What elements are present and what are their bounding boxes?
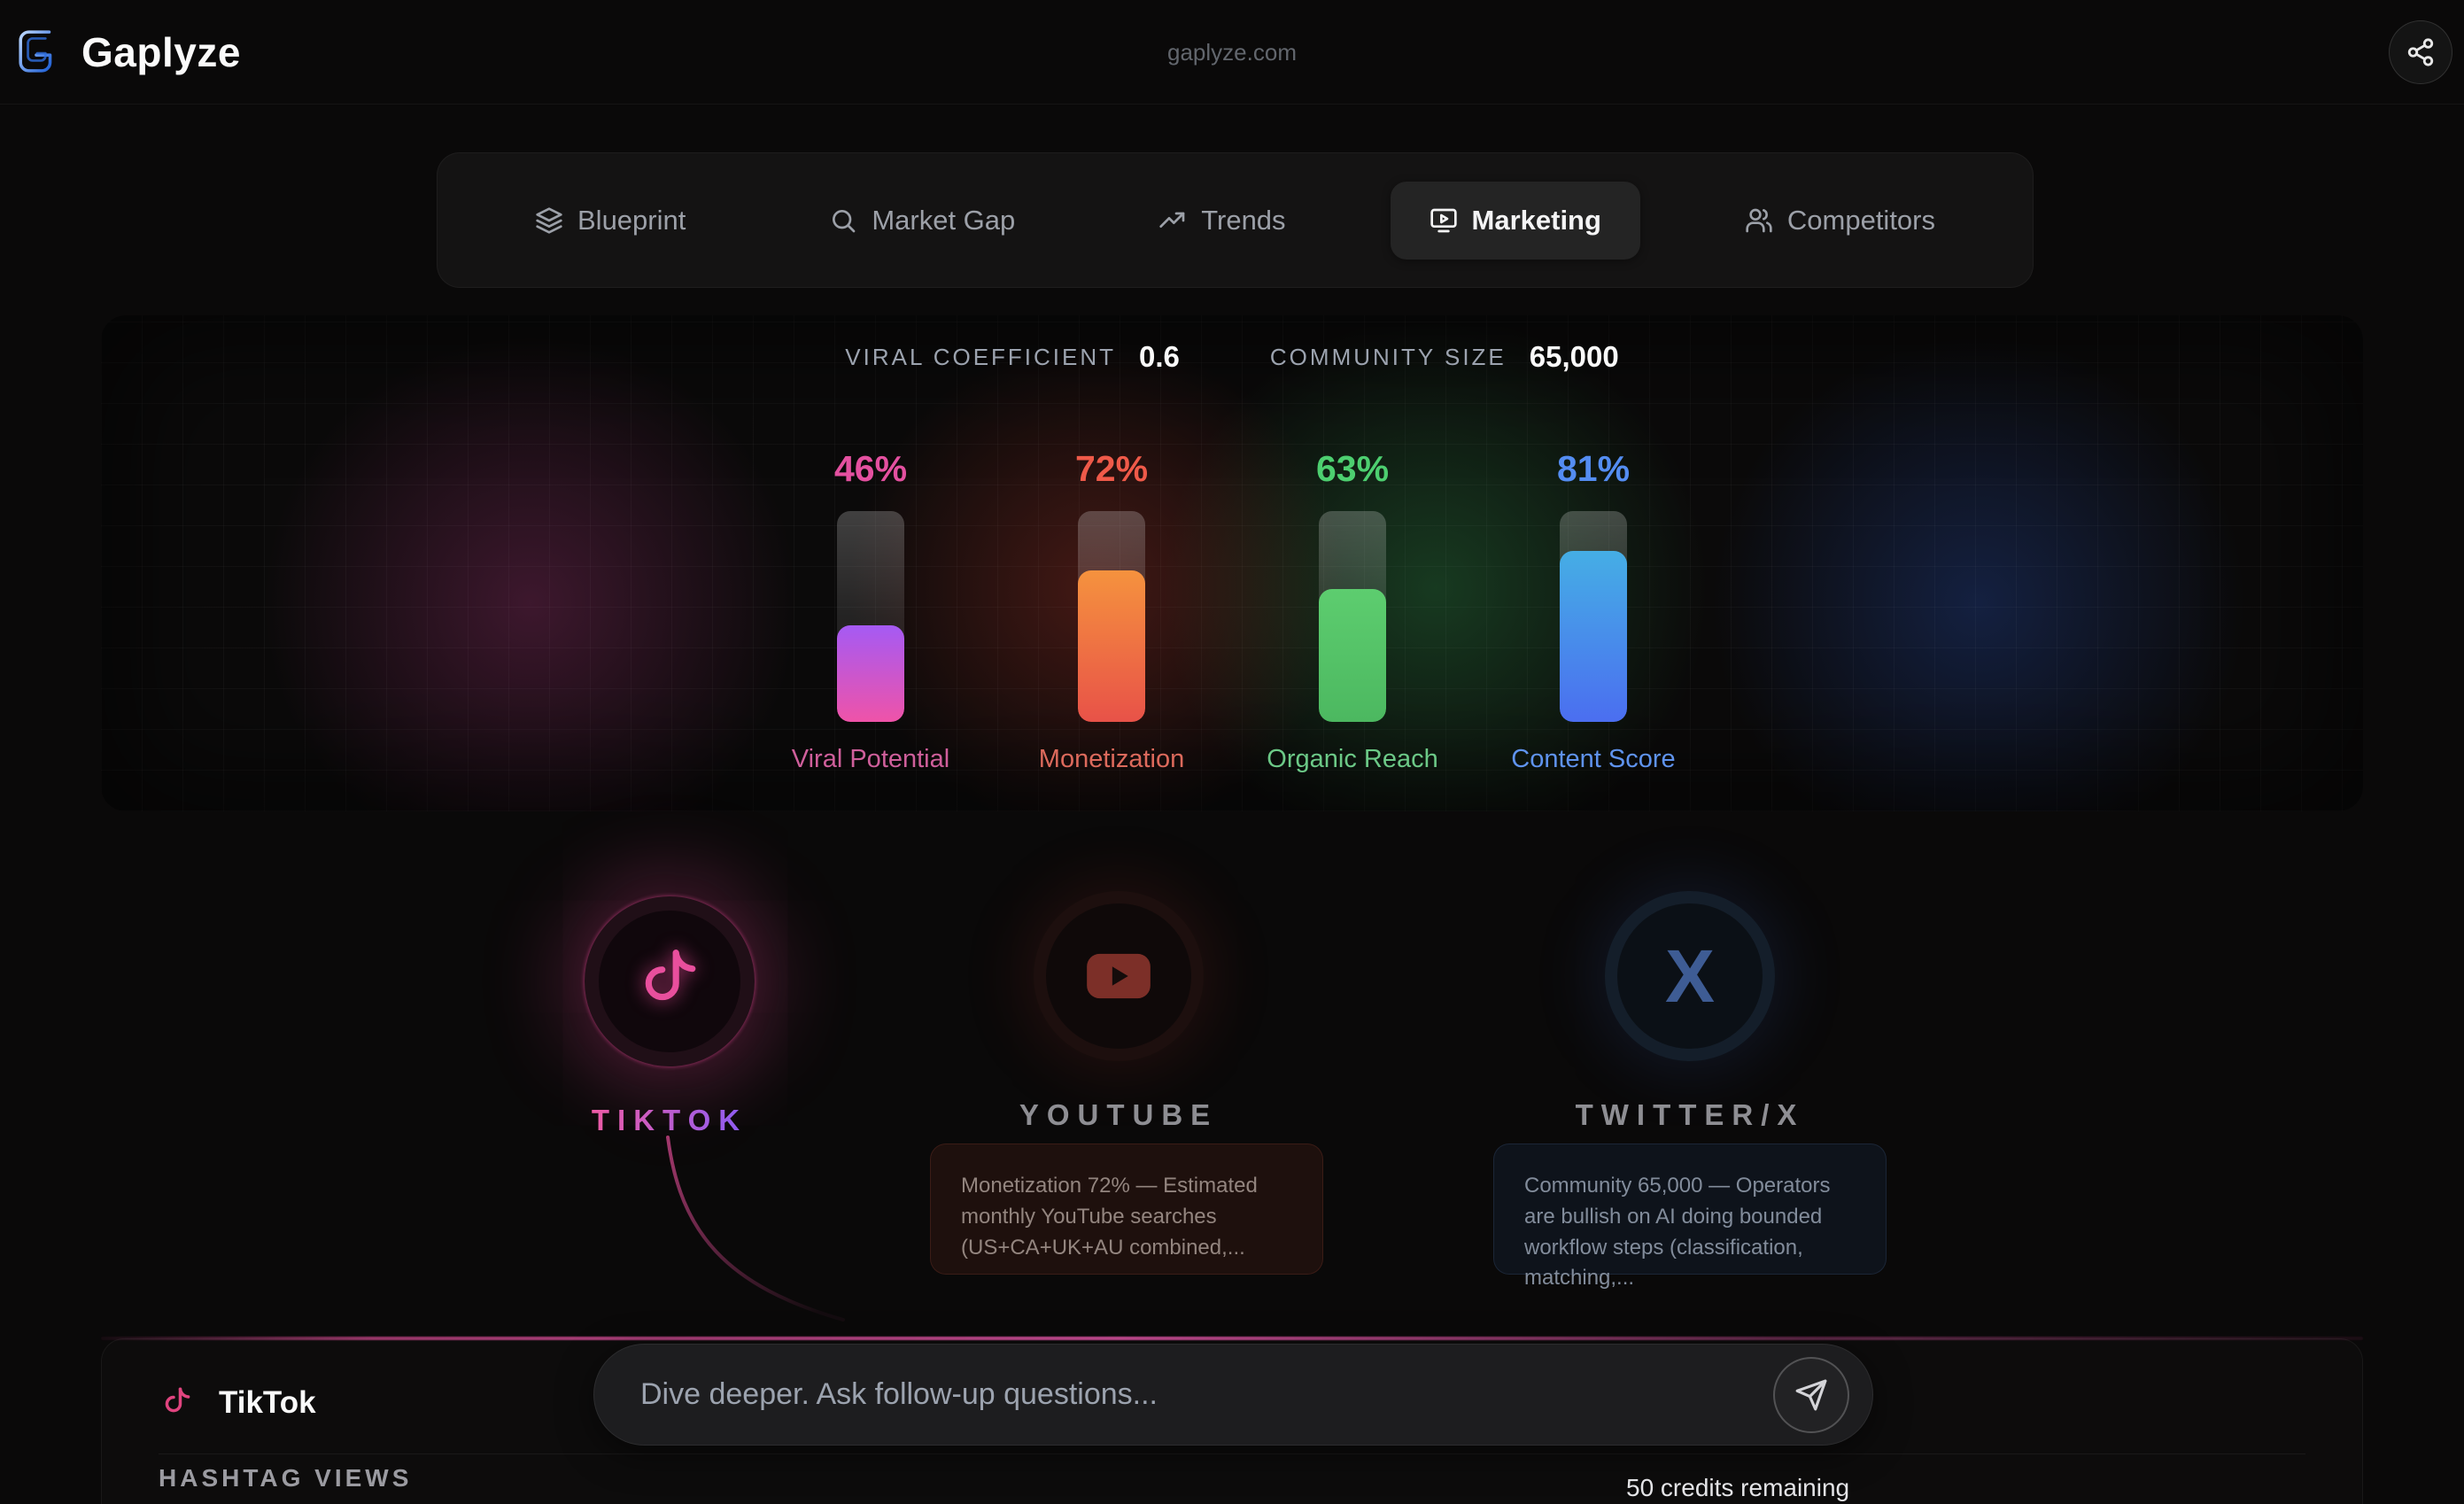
gauge-track: [1319, 511, 1386, 722]
tab-blueprint[interactable]: Blueprint: [496, 182, 724, 260]
tab-label: Market Gap: [872, 204, 1016, 236]
trending-up-icon: [1159, 212, 1185, 228]
gauge-track: [1078, 511, 1145, 722]
tab-competitors[interactable]: Competitors: [1706, 182, 1974, 260]
ask-input[interactable]: [594, 1345, 1872, 1445]
community-size-value: 65,000: [1529, 340, 1619, 373]
tab-label: Blueprint: [577, 204, 686, 236]
search-icon: [833, 209, 856, 232]
gauge-group: 46% Viral Potential 72% Monetization 63%…: [101, 448, 2363, 774]
gauge-label: Content Score: [1511, 745, 1676, 773]
hashtag-views-label: HASHTAG VIEWS: [159, 1464, 413, 1492]
gauge-viral-potential: 46% Viral Potential: [750, 448, 991, 774]
header: Gaplyze gaplyze.com: [0, 0, 2464, 105]
community-size-label: COMMUNITY SIZE: [1269, 343, 1507, 370]
share-button[interactable]: [2389, 20, 2452, 84]
tab-label: Trends: [1201, 204, 1286, 236]
bottom-platform-name: TikTok: [219, 1385, 316, 1420]
gauge-fill: [837, 624, 904, 722]
brand-title: Gaplyze: [81, 29, 241, 75]
send-button[interactable]: [1773, 1357, 1849, 1433]
tab-label: Competitors: [1786, 204, 1935, 236]
tiktok-circle[interactable]: [585, 896, 755, 1066]
tab-bar: Blueprint Market Gap Trends Marketing: [437, 152, 2034, 288]
gauge-fill: [1560, 551, 1627, 722]
x-circle[interactable]: X: [1605, 891, 1775, 1061]
gauge-monetization: 72% Monetization: [991, 448, 1232, 774]
send-icon: [1795, 1379, 1827, 1411]
ask-input-container: [593, 1344, 1873, 1446]
youtube-circle[interactable]: [1034, 891, 1204, 1061]
platform-youtube[interactable]: YOUTUBE: [950, 891, 1287, 1132]
gauge-percent: 72%: [1074, 448, 1149, 489]
site-domain: gaplyze.com: [1167, 39, 1297, 66]
platform-label-youtube: YOUTUBE: [1019, 1098, 1219, 1131]
gauge-fill: [1319, 589, 1386, 722]
metrics-row: VIRAL COEFFICIENT 0.6 COMMUNITY SIZE 65,…: [101, 340, 2363, 374]
credits-remaining: 50 credits remaining: [1626, 1474, 1850, 1501]
tiktok-icon: [165, 1387, 190, 1413]
gauge-label: Viral Potential: [791, 745, 950, 773]
marketing-metrics-panel: VIRAL COEFFICIENT 0.6 COMMUNITY SIZE 65,…: [101, 315, 2363, 811]
tab-marketing[interactable]: Marketing: [1390, 181, 1640, 260]
platform-label-twitter: TWITTER/X: [1575, 1098, 1805, 1131]
users-icon: [1746, 208, 1772, 232]
gauge-track: [837, 511, 904, 722]
gauge-percent: 46%: [833, 448, 908, 489]
gauge-label: Monetization: [1038, 745, 1185, 773]
gauge-fill: [1078, 570, 1145, 722]
viral-coefficient-label: VIRAL COEFFICIENT: [845, 343, 1117, 370]
layers-icon: [536, 206, 562, 234]
gauge-content-score: 81% Content Score: [1473, 448, 1714, 774]
viral-coefficient-value: 0.6: [1139, 340, 1180, 373]
tab-label: Marketing: [1471, 204, 1601, 236]
gauge-percent: 81%: [1556, 448, 1631, 489]
gauge-organic-reach: 63% Organic Reach: [1232, 448, 1473, 774]
gaplyze-logo-icon: [19, 30, 52, 73]
youtube-icon: [1087, 953, 1151, 999]
gauge-label: Organic Reach: [1267, 745, 1438, 773]
share-icon: [2407, 38, 2434, 66]
x-icon: X: [1664, 934, 1716, 1018]
platform-label-tiktok: TIKTOK: [591, 1104, 748, 1136]
twitter-tooltip-card: Community 65,000 — Operators are bullish…: [1493, 1144, 1887, 1290]
gauge-track: [1560, 511, 1627, 722]
tiktok-icon: [645, 950, 696, 1001]
bottom-platform-row: TikTok: [159, 1384, 316, 1422]
youtube-tooltip-card: Monetization 72% — Estimated monthly You…: [930, 1144, 1323, 1275]
platform-tiktok[interactable]: TIKTOK: [501, 896, 838, 1137]
platform-twitter[interactable]: X TWITTER/X: [1522, 891, 1858, 1132]
monitor-play-icon: [1430, 208, 1457, 232]
tab-trends[interactable]: Trends: [1120, 182, 1324, 260]
gauge-percent: 63%: [1315, 448, 1390, 489]
bottom-card-accent-line: [101, 1337, 2363, 1340]
tab-market-gap[interactable]: Market Gap: [790, 182, 1054, 260]
